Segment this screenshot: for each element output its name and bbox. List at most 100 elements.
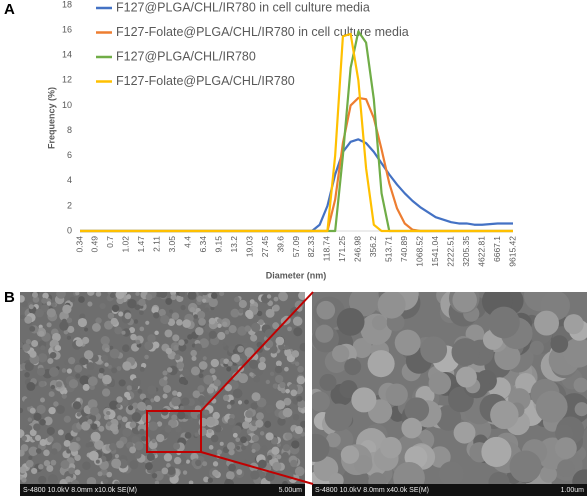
grain	[69, 296, 76, 303]
grain	[75, 339, 84, 347]
grain	[20, 429, 25, 438]
grain	[316, 300, 336, 320]
x-tick-label: 4.4	[183, 236, 193, 248]
grain	[99, 302, 106, 310]
grain	[35, 308, 44, 318]
grain	[25, 459, 34, 468]
grain	[74, 469, 81, 476]
grain	[539, 465, 557, 483]
grain	[68, 467, 76, 475]
grain	[181, 368, 191, 377]
grain	[163, 453, 173, 462]
grain	[251, 392, 261, 402]
grain	[51, 302, 56, 307]
zoom-line	[200, 291, 314, 412]
x-tick-label: 1541.04	[430, 236, 440, 267]
grain	[38, 463, 44, 470]
grain	[265, 432, 274, 441]
grain	[106, 421, 112, 427]
grain	[183, 339, 189, 344]
grain	[465, 324, 485, 344]
grain	[550, 335, 569, 353]
grain	[173, 344, 179, 351]
grain	[251, 322, 261, 333]
grain	[191, 355, 197, 361]
grain	[165, 297, 173, 305]
grain	[238, 299, 247, 309]
grain	[207, 477, 213, 483]
x-tick-label: 4622.81	[476, 236, 486, 267]
grain	[124, 391, 131, 398]
x-tick-label: 0.49	[90, 236, 100, 253]
y-tick-label: 0	[67, 225, 72, 235]
x-tick-label: 1.47	[136, 236, 146, 253]
grain	[169, 431, 178, 441]
grain	[166, 463, 171, 468]
grain	[299, 342, 305, 352]
grain	[312, 433, 330, 462]
grain	[352, 338, 373, 359]
grain	[238, 308, 244, 314]
grain	[340, 445, 360, 464]
grain	[245, 309, 253, 318]
grain	[312, 391, 330, 412]
grain	[106, 471, 113, 478]
grain	[121, 399, 129, 407]
grain	[23, 397, 34, 407]
grain	[90, 423, 98, 430]
grain	[46, 426, 55, 436]
grain	[36, 404, 46, 415]
grain	[28, 455, 33, 460]
grain	[38, 380, 46, 388]
grain	[67, 325, 75, 334]
grain	[250, 334, 258, 342]
grain	[150, 398, 155, 403]
grain	[43, 460, 51, 467]
grain	[174, 354, 181, 361]
grain	[158, 292, 168, 299]
grain	[82, 336, 90, 345]
grain	[153, 470, 164, 481]
grain	[230, 308, 240, 318]
grain	[86, 476, 97, 484]
grain	[104, 362, 109, 367]
grain	[234, 296, 240, 303]
grain	[572, 469, 587, 484]
grain	[278, 292, 288, 302]
x-tick-label: 13.2	[229, 236, 239, 253]
grain	[196, 295, 203, 302]
grain	[178, 343, 187, 352]
grain	[54, 344, 62, 352]
grain	[164, 425, 172, 433]
x-tick-label: 1068.52	[414, 236, 424, 267]
grain	[109, 292, 116, 299]
grain	[172, 390, 178, 396]
grain	[275, 400, 286, 410]
grain	[144, 341, 154, 351]
grain	[60, 460, 70, 469]
grain	[182, 470, 188, 475]
grain	[179, 292, 186, 297]
grain	[231, 353, 241, 363]
grain	[189, 306, 196, 313]
grain	[153, 395, 161, 402]
grain	[257, 361, 267, 371]
grain	[198, 417, 208, 427]
grain	[296, 395, 303, 402]
grain	[26, 382, 36, 391]
grain	[291, 440, 300, 449]
grain	[258, 319, 264, 326]
grain	[49, 351, 57, 359]
grain	[27, 417, 33, 422]
grain	[40, 397, 45, 403]
grain	[249, 299, 255, 305]
grain	[217, 318, 222, 324]
x-tick-label: 356.2	[368, 236, 378, 258]
grain	[118, 379, 126, 387]
grain	[74, 454, 81, 461]
grain	[214, 424, 222, 433]
grain	[145, 462, 153, 471]
grain	[21, 435, 28, 441]
legend-label: F127@PLGA/CHL/IR780	[116, 49, 256, 63]
grain	[164, 329, 173, 338]
